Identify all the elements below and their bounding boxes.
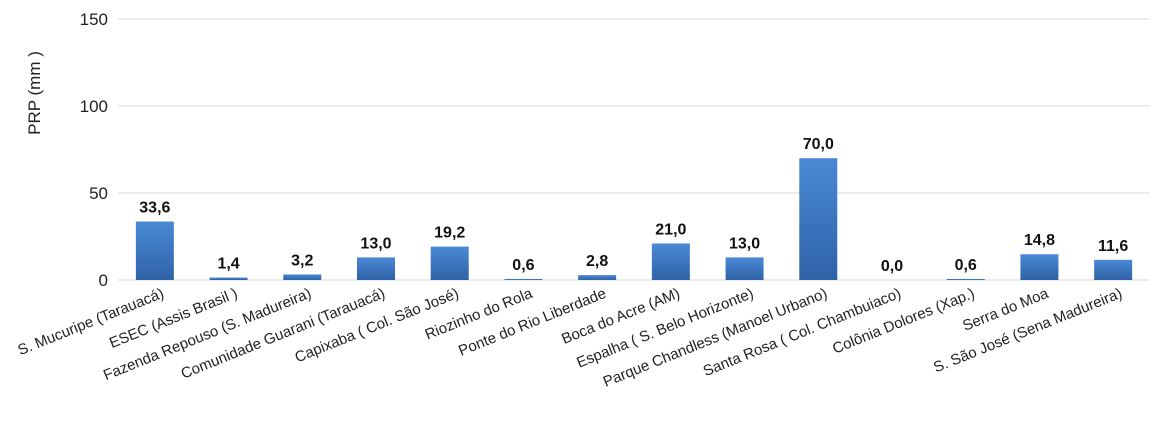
grid-lines — [118, 18, 1150, 281]
bar-11 — [946, 278, 985, 280]
data-label: 11,6 — [1098, 238, 1128, 255]
data-label: 3,2 — [291, 252, 313, 269]
bar-4 — [430, 246, 469, 280]
y-tick-label: 50 — [89, 184, 108, 203]
bar-1 — [209, 277, 248, 280]
bar-5 — [504, 278, 543, 280]
data-label: 0,6 — [955, 257, 977, 274]
bar-2 — [283, 274, 322, 280]
y-tick-label: 0 — [99, 271, 108, 290]
y-axis-title: PRP (mm ) — [25, 51, 44, 135]
data-labels: 33,6 1,4 3,2 13,0 19,2 0,6 2,8 21,0 13,0 70,0 0,0 0… — [139, 136, 1128, 275]
data-label: 13,0 — [360, 235, 391, 252]
data-label: 19,2 — [434, 225, 465, 242]
data-label: 21,0 — [655, 221, 686, 238]
bars — [135, 158, 1133, 280]
data-label: 33,6 — [139, 200, 170, 217]
data-label: 14,8 — [1024, 232, 1055, 249]
bar-13 — [1094, 259, 1133, 280]
bar-8 — [725, 257, 764, 280]
data-label: 0,6 — [512, 257, 534, 274]
bar-12 — [1020, 254, 1059, 280]
y-tick-label: 150 — [80, 10, 108, 29]
y-tick-label: 100 — [80, 97, 108, 116]
bar-0 — [135, 221, 174, 280]
data-label: 1,4 — [217, 256, 239, 273]
bar-9 — [799, 158, 838, 280]
data-label: 2,8 — [586, 253, 608, 270]
bar-7 — [651, 243, 690, 280]
data-label: 13,0 — [729, 235, 760, 252]
category-labels: S. Mucuripe (Tarauacá)ESEC (Assis Brasil… — [15, 285, 1124, 391]
bar-6 — [578, 275, 617, 280]
y-axis-ticks: 0 50 100 150 — [80, 10, 108, 290]
data-label: 70,0 — [803, 136, 834, 153]
bar-3 — [357, 257, 395, 280]
data-label: 0,0 — [881, 258, 903, 275]
